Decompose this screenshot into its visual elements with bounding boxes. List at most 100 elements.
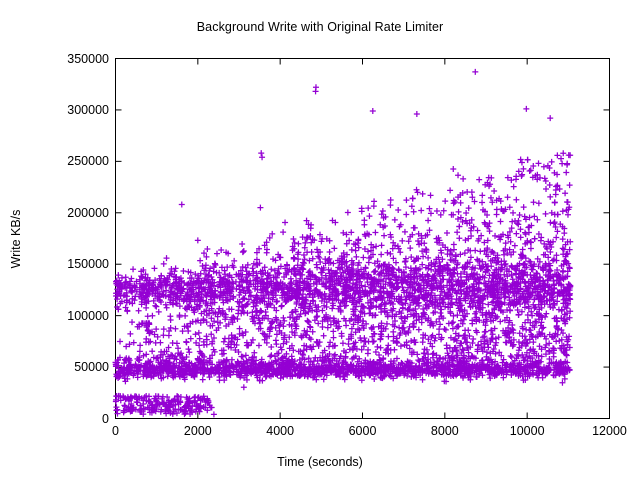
- data-point: [370, 359, 377, 366]
- data-point: [306, 364, 313, 371]
- data-point: [395, 361, 402, 368]
- y-tick-label-group: 0 50000 100000 150000 200000 250000 300000 3500…: [0, 0, 109, 480]
- data-point: [160, 374, 167, 381]
- data-point: [523, 349, 530, 356]
- data-point: [547, 366, 554, 373]
- data-point: [539, 374, 546, 381]
- x-axis-title: Time (seconds): [277, 455, 363, 469]
- data-point: [430, 364, 437, 371]
- data-point: [286, 363, 293, 370]
- x-tick-label: 4000: [266, 424, 295, 438]
- data-point: [266, 372, 273, 379]
- data-point: [369, 370, 376, 377]
- data-point: [161, 362, 168, 369]
- data-point: [124, 371, 131, 378]
- data-point: [295, 370, 302, 377]
- data-point: [362, 368, 369, 375]
- data-point: [242, 372, 249, 379]
- data-point: [181, 374, 188, 381]
- data-point: [243, 376, 250, 383]
- x-tick-label: 0: [112, 424, 119, 438]
- data-point: [553, 359, 560, 366]
- data-point: [375, 370, 382, 377]
- data-point: [471, 369, 478, 376]
- x-tick-label: 12000: [592, 424, 627, 438]
- data-point: [501, 362, 508, 369]
- x-tick-label: 8000: [430, 424, 459, 438]
- data-point: [457, 372, 464, 379]
- data-point: [546, 355, 553, 362]
- x-tick-label-group: 0 2000 4000 6000 8000 10000 12000: [0, 424, 640, 446]
- data-point: [118, 366, 125, 373]
- data-point: [233, 364, 240, 371]
- data-point: [159, 367, 166, 374]
- data-point: [215, 370, 222, 377]
- data-point: [176, 359, 183, 366]
- data-point: [313, 376, 320, 383]
- data-point: [524, 373, 531, 380]
- data-point: [434, 368, 441, 375]
- data-point: [140, 371, 147, 378]
- y-tick-label: 350000: [67, 51, 109, 66]
- data-point: [378, 363, 385, 370]
- data-point: [367, 358, 374, 365]
- axis-tick-marks: [115, 58, 610, 419]
- data-point: [220, 357, 227, 364]
- data-point: [183, 371, 190, 378]
- data-point: [444, 360, 451, 367]
- data-point: [399, 360, 406, 367]
- data-point: [420, 361, 427, 368]
- data-point: [445, 363, 452, 370]
- data-point: [188, 360, 195, 367]
- data-point: [355, 363, 362, 370]
- data-point: [443, 378, 450, 385]
- data-point: [537, 358, 544, 365]
- data-point: [417, 372, 424, 379]
- data-point: [368, 362, 375, 369]
- data-point: [393, 355, 400, 362]
- data-point: [500, 374, 507, 381]
- data-point: [548, 359, 555, 366]
- data-point: [245, 366, 252, 373]
- data-point: [287, 373, 294, 380]
- y-tick-label: 150000: [67, 257, 109, 272]
- chart-title: Background Write with Original Rate Limi…: [196, 20, 444, 34]
- data-point: [487, 369, 494, 376]
- data-point: [392, 370, 399, 377]
- data-point: [358, 377, 365, 384]
- data-point: [273, 360, 280, 367]
- data-point: [199, 376, 206, 383]
- data-point: [509, 360, 516, 367]
- data-point: [252, 363, 259, 370]
- x-tick-label: 6000: [348, 424, 377, 438]
- data-point-group: [112, 68, 574, 418]
- data-point: [165, 370, 172, 377]
- x-tick-label: 2000: [183, 424, 212, 438]
- x-tick-label: 10000: [509, 424, 545, 438]
- y-tick-label: 250000: [67, 154, 109, 169]
- data-point: [300, 363, 307, 370]
- data-point: [191, 361, 198, 368]
- data-point: [479, 372, 486, 379]
- y-tick-label: 100000: [67, 308, 109, 323]
- y-tick-label: 0: [102, 411, 109, 426]
- data-point: [304, 369, 311, 376]
- data-point: [364, 360, 371, 367]
- data-point: [136, 354, 143, 361]
- y-tick-label: 50000: [74, 360, 109, 375]
- data-point: [233, 371, 240, 378]
- data-point: [121, 375, 128, 382]
- data-point: [263, 373, 270, 380]
- data-point: [310, 372, 317, 379]
- data-point: [559, 379, 566, 386]
- data-point: [382, 361, 389, 368]
- data-point: [453, 370, 460, 377]
- data-point: [172, 373, 179, 380]
- data-point: [191, 373, 198, 380]
- data-point: [533, 359, 540, 366]
- data-point: [251, 366, 258, 373]
- y-tick-label: 300000: [67, 102, 109, 117]
- data-point: [493, 363, 500, 370]
- data-point: [271, 368, 278, 375]
